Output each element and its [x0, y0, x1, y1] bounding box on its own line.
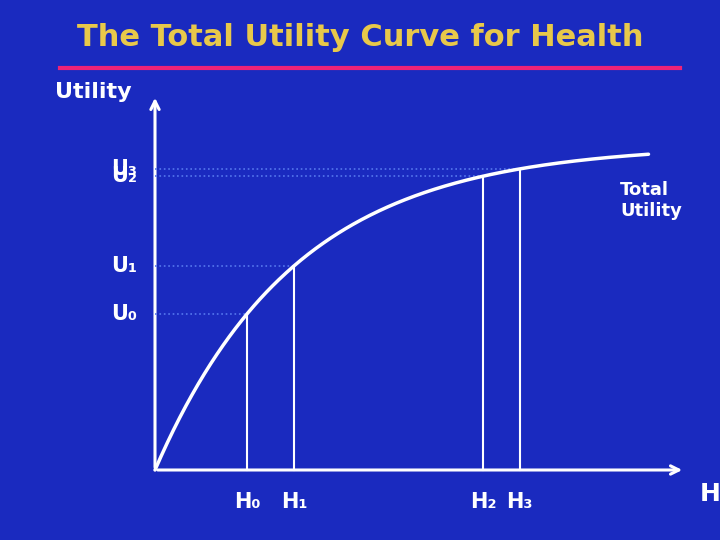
Text: U₀: U₀ — [111, 304, 137, 324]
Text: U₃: U₃ — [111, 159, 137, 179]
Text: Utility: Utility — [55, 82, 132, 102]
Text: H₃: H₃ — [507, 492, 533, 512]
Text: H₀: H₀ — [233, 492, 260, 512]
Text: Total
Utility: Total Utility — [620, 181, 682, 220]
Text: Health: Health — [700, 482, 720, 506]
Text: H₁: H₁ — [281, 492, 307, 512]
Text: The Total Utility Curve for Health: The Total Utility Curve for Health — [77, 24, 643, 52]
Text: U₁: U₁ — [111, 256, 137, 276]
Text: U₂: U₂ — [111, 166, 137, 186]
Text: H₂: H₂ — [470, 492, 496, 512]
